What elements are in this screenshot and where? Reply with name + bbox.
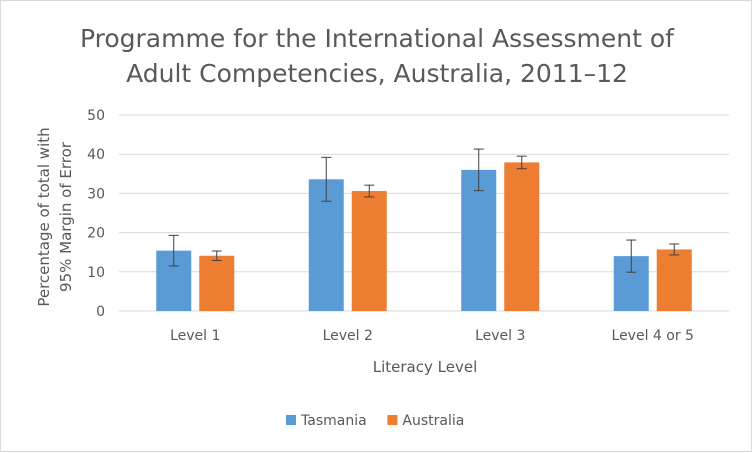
bar-australia-3 xyxy=(504,162,540,311)
bar-australia-4 xyxy=(656,249,692,311)
y-tick-label: 30 xyxy=(87,186,105,202)
legend-label: Australia xyxy=(402,413,464,429)
legend: Tasmania Australia xyxy=(286,413,464,429)
y-axis-ticks: 0 10 20 30 40 50 xyxy=(87,108,105,320)
bar-australia-2 xyxy=(351,191,387,311)
bar-australia-1 xyxy=(199,255,235,311)
legend-item-australia: Australia xyxy=(387,413,464,429)
x-axis-ticks: Level 1 Level 2 Level 3 Level 4 or 5 xyxy=(170,328,694,344)
bar-tasmania-3 xyxy=(461,169,497,311)
y-tick-label: 20 xyxy=(87,226,105,242)
error-bar-australia-1 xyxy=(211,250,222,261)
legend-item-tasmania: Tasmania xyxy=(286,413,367,429)
error-bar-australia-4 xyxy=(669,243,680,256)
y-tick-label: 0 xyxy=(96,304,105,320)
y-tick-label: 40 xyxy=(87,147,105,163)
x-tick-label: Level 3 xyxy=(475,328,525,344)
legend-swatch xyxy=(387,415,398,425)
x-axis-title: Literacy Level xyxy=(373,358,477,376)
y-axis-title: Percentage of total with 95% Margin of E… xyxy=(35,127,75,306)
chart-title-line-2: Adult Competencies, Australia, 2011–12 xyxy=(126,59,628,88)
x-tick-label: Level 2 xyxy=(323,328,373,344)
error-bar-tasmania-2 xyxy=(321,156,332,202)
error-bar-australia-2 xyxy=(364,184,375,198)
error-bars xyxy=(168,148,680,273)
x-tick-label: Level 4 or 5 xyxy=(612,328,694,344)
error-bar-tasmania-4 xyxy=(626,239,637,273)
chart-title-line-1: Programme for the International Assessme… xyxy=(80,24,675,53)
y-axis-title-line-1: Percentage of total with xyxy=(35,127,53,306)
chart-title: Programme for the International Assessme… xyxy=(80,24,675,88)
y-tick-label: 50 xyxy=(87,108,105,124)
x-tick-label: Level 1 xyxy=(170,328,220,344)
y-axis-title-line-2: 95% Margin of Error xyxy=(57,141,75,292)
error-bar-australia-3 xyxy=(516,155,527,170)
bars xyxy=(156,162,692,311)
legend-label: Tasmania xyxy=(300,413,367,429)
legend-swatch xyxy=(286,415,296,425)
error-bar-tasmania-3 xyxy=(473,148,484,192)
error-bar-tasmania-1 xyxy=(168,234,179,267)
y-tick-label: 10 xyxy=(87,265,105,281)
